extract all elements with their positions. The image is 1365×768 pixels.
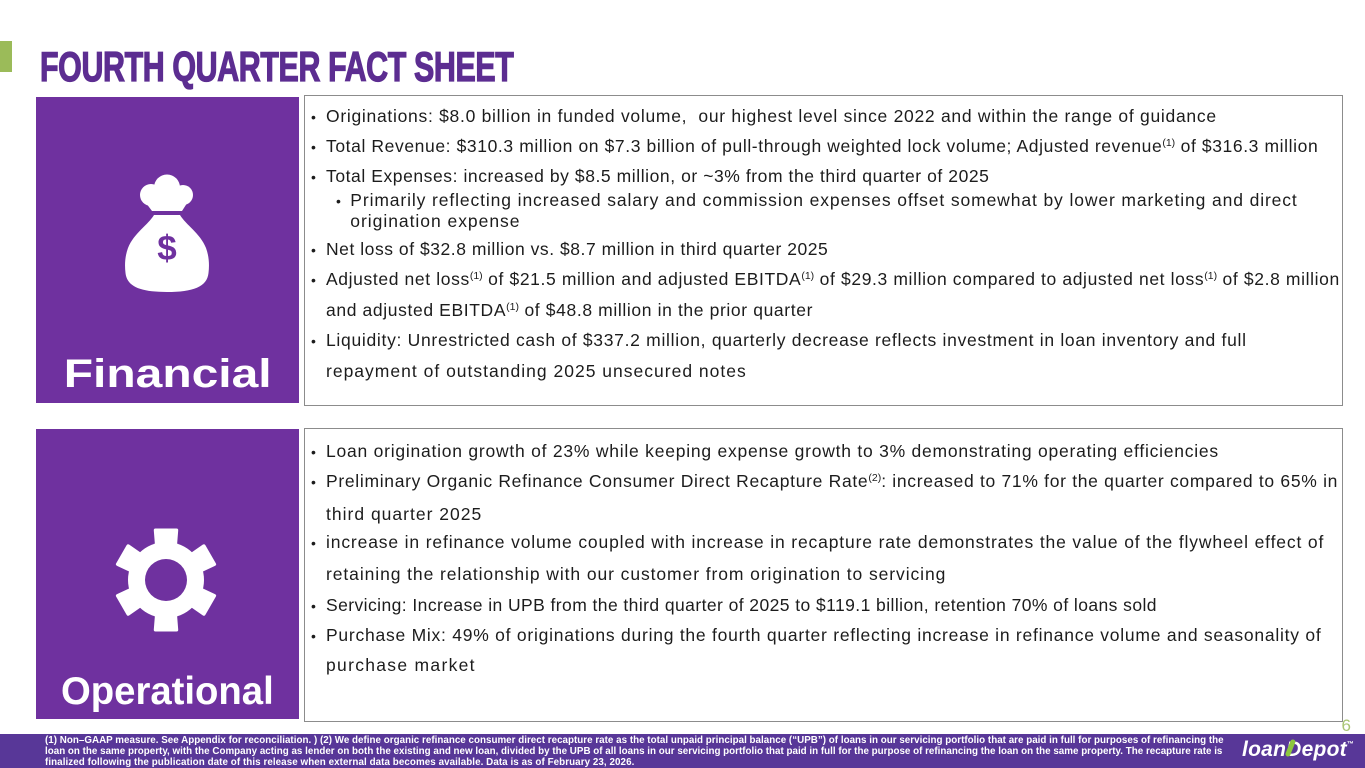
svg-text:$: $ xyxy=(157,229,176,268)
